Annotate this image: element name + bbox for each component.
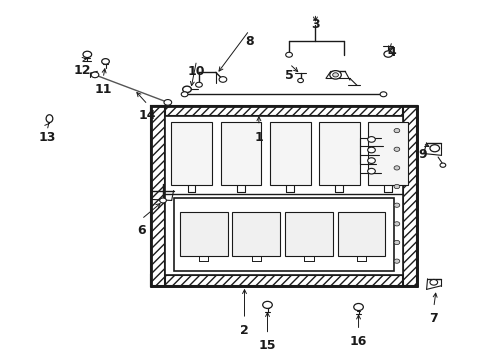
Text: 3: 3 (310, 18, 319, 31)
Bar (151, 106, 165, 286)
Circle shape (393, 240, 399, 244)
Circle shape (367, 168, 375, 174)
Bar (402, 106, 416, 286)
Circle shape (91, 72, 99, 78)
Text: 4: 4 (387, 46, 396, 59)
Circle shape (393, 259, 399, 263)
Bar (151, 275, 416, 286)
Circle shape (393, 203, 399, 207)
Text: 15: 15 (258, 339, 276, 352)
Text: 7: 7 (428, 312, 437, 325)
Text: 11: 11 (94, 83, 112, 96)
Bar (151, 106, 416, 117)
Circle shape (393, 129, 399, 133)
Bar (318, 122, 359, 185)
Bar (337, 212, 385, 256)
Circle shape (160, 198, 166, 203)
Bar (232, 212, 280, 256)
Bar (367, 122, 407, 185)
Circle shape (393, 184, 399, 189)
Circle shape (262, 301, 272, 309)
Bar (174, 198, 393, 271)
Circle shape (329, 71, 341, 79)
Circle shape (163, 100, 171, 105)
Circle shape (297, 78, 303, 83)
Text: 10: 10 (187, 66, 205, 78)
Bar (220, 122, 261, 185)
Circle shape (353, 303, 363, 311)
Text: 2: 2 (240, 324, 248, 337)
Text: 13: 13 (38, 131, 56, 144)
Circle shape (429, 279, 437, 285)
Bar (165, 117, 402, 275)
Bar (151, 106, 416, 286)
Circle shape (439, 163, 445, 167)
Circle shape (393, 147, 399, 151)
Text: 6: 6 (137, 224, 145, 237)
Bar (269, 122, 310, 185)
Circle shape (219, 77, 226, 82)
Circle shape (367, 147, 375, 153)
Circle shape (195, 82, 202, 87)
Bar (180, 212, 227, 256)
Circle shape (285, 52, 292, 57)
Circle shape (102, 59, 109, 64)
Circle shape (367, 158, 375, 163)
Text: 9: 9 (418, 148, 426, 161)
Circle shape (393, 222, 399, 226)
Text: 14: 14 (139, 109, 156, 122)
Circle shape (183, 86, 191, 93)
Ellipse shape (46, 115, 53, 122)
Text: 16: 16 (349, 335, 366, 348)
Text: 1: 1 (254, 131, 263, 144)
Circle shape (332, 73, 338, 77)
Circle shape (181, 92, 187, 97)
Text: 5: 5 (285, 69, 293, 82)
Circle shape (383, 51, 392, 57)
Circle shape (429, 145, 439, 152)
Bar (171, 122, 211, 185)
Circle shape (379, 92, 386, 97)
Circle shape (367, 136, 375, 142)
Circle shape (393, 166, 399, 170)
Circle shape (83, 51, 91, 58)
Bar (285, 212, 332, 256)
Text: 12: 12 (74, 64, 91, 77)
Text: 8: 8 (244, 35, 253, 48)
